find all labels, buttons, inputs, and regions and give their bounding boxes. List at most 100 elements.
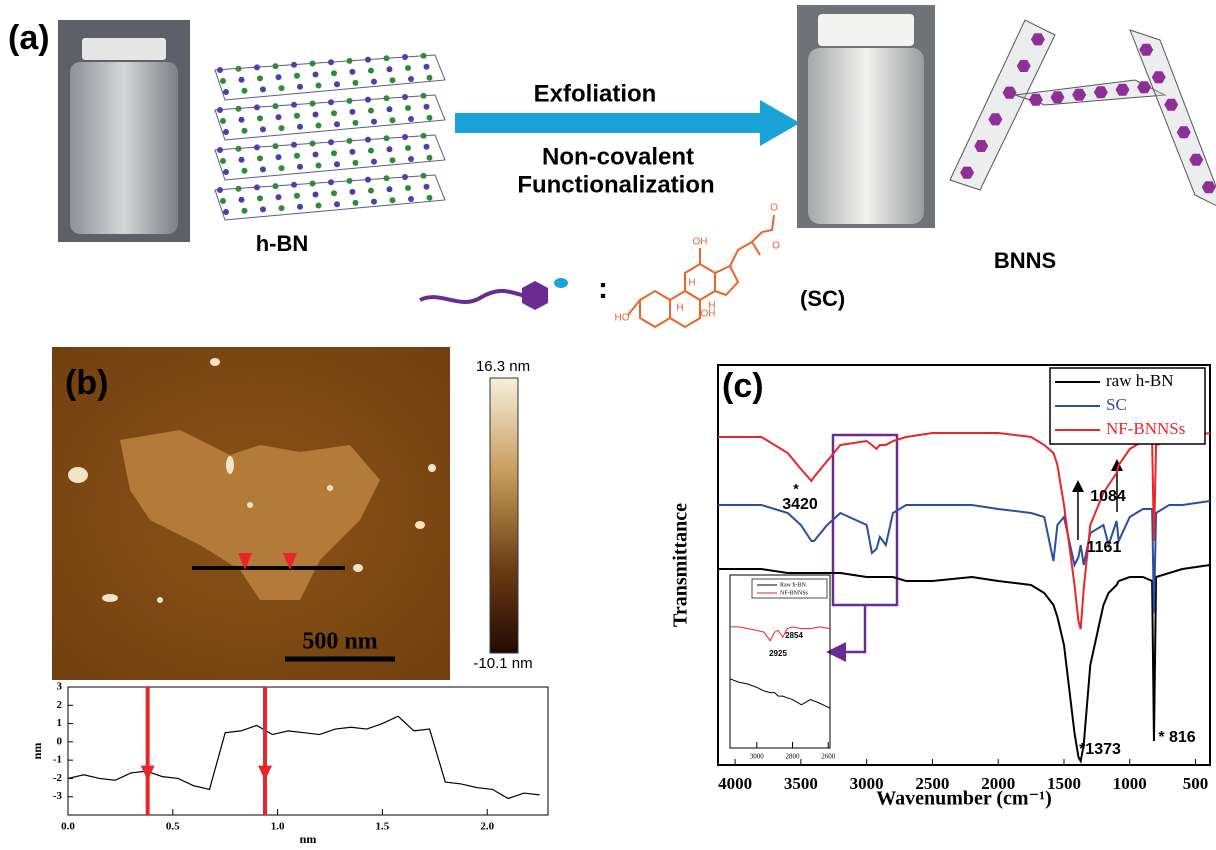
atom [273,183,279,189]
atom [387,186,393,192]
surfactant-head [522,281,548,310]
colorbar-max: 16.3 nm [476,358,530,375]
atom [223,129,229,135]
atom [254,144,260,150]
y-tick-label: -3 [53,790,63,802]
atom [347,178,353,184]
atom [328,59,334,65]
label-exfoliation: Exfoliation [534,80,657,107]
atom [390,197,396,203]
atom [279,165,285,171]
atom [294,193,300,199]
atom [260,86,266,92]
atom [254,64,260,70]
x-tick-label: 1.5 [376,821,390,833]
data-line [68,716,540,798]
atom [239,197,245,203]
atom [291,142,297,148]
atom [279,125,285,131]
figure: (a) h-BN Exfoliation Non-covalent Functi… [0,0,1216,845]
atom [220,198,226,204]
atom [276,154,282,160]
atom [273,63,279,69]
atom [384,55,390,61]
atom [390,157,396,163]
atom [291,62,297,68]
x-tick-label: 500 [1183,774,1209,793]
atom [353,80,359,86]
atom [387,66,393,72]
atom [242,88,248,94]
atom [236,106,242,112]
atom [368,188,374,194]
atom [242,128,248,134]
atom [276,74,282,80]
y-tick-label: 3 [57,681,63,693]
colon: : [598,272,608,305]
atom [257,155,263,161]
atom [316,163,322,169]
atom [334,161,340,167]
atom [257,75,263,81]
atom [217,67,223,73]
surfactant-tail [420,291,525,302]
atom [236,186,242,192]
atom [405,145,411,151]
atom-label: OH [693,237,708,248]
atom [328,99,334,105]
atom [242,168,248,174]
atom [239,157,245,163]
atom [368,68,374,74]
atom [217,107,223,113]
atom [294,113,300,119]
atom [334,201,340,207]
atom [387,146,393,152]
atom [297,84,303,90]
atom [313,72,319,78]
atom [254,184,260,190]
x-tick-label: 3500 [784,774,818,793]
atom [421,93,427,99]
atom [310,61,316,67]
atom [260,206,266,212]
bottle-cap [818,14,914,46]
atom [402,94,408,100]
y-tick-label: -1 [53,754,62,766]
atom [260,166,266,172]
atom [276,114,282,120]
annotation: 2854 [785,631,803,640]
label-bnns: BNNS [994,248,1056,273]
atom [328,179,334,185]
atom [365,97,371,103]
atom [350,189,356,195]
atom [334,81,340,87]
sheet [1130,30,1216,210]
atom [331,70,337,76]
annotation: 1084 [1090,488,1126,505]
atom [402,174,408,180]
atom [331,110,337,116]
atom [424,184,430,190]
atom [387,106,393,112]
atom [384,175,390,181]
atom [421,53,427,59]
x-tick-label: 2.0 [480,821,494,833]
atom [223,169,229,175]
atom [297,204,303,210]
atom [371,79,377,85]
atom [291,182,297,188]
atom [257,195,263,201]
x-tick-label: 4000 [718,774,752,793]
atom [365,137,371,143]
atom [405,65,411,71]
y-axis-label: Transmittance [670,503,692,627]
x-axis-label: nm [300,832,317,845]
atom-label: O [772,241,780,252]
atom [220,78,226,84]
atom [424,104,430,110]
atom [427,115,433,121]
data-line [730,627,830,641]
legend-label: raw h-BN [1106,371,1174,390]
atom [353,200,359,206]
atom [310,101,316,107]
